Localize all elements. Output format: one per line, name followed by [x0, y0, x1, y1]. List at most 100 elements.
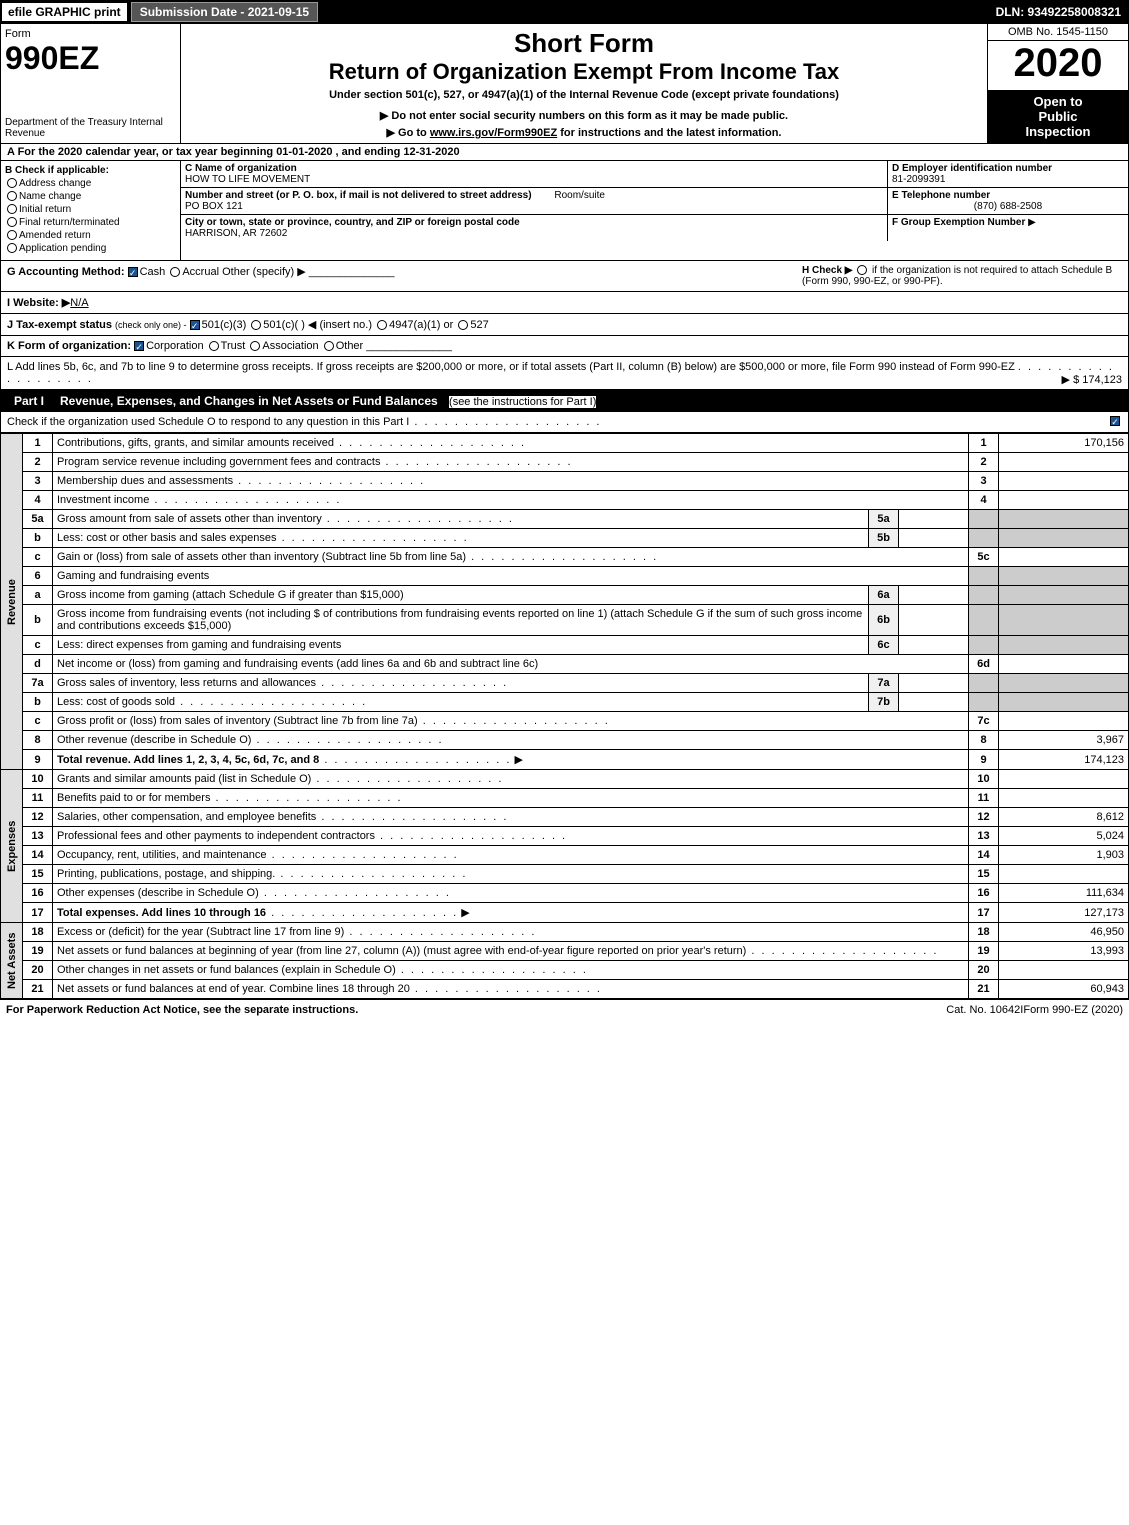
table-row: 6Gaming and fundraising events [1, 567, 1129, 586]
footer-catno: Cat. No. 10642I [946, 1004, 1023, 1016]
cb-other-org[interactable] [324, 341, 334, 351]
expenses-side-label: Expenses [1, 770, 23, 923]
table-row: 13Professional fees and other payments t… [1, 827, 1129, 846]
table-row: 8Other revenue (describe in Schedule O)8… [1, 731, 1129, 750]
form-label: Form [5, 28, 31, 40]
table-row: 3Membership dues and assessments3 [1, 472, 1129, 491]
omb-number: OMB No. 1545-1150 [988, 24, 1128, 41]
gross-receipts-amount: ▶ $ 174,123 [1062, 373, 1122, 386]
website-value: N/A [70, 297, 88, 309]
part-i-check-row: Check if the organization used Schedule … [0, 412, 1129, 433]
return-title: Return of Organization Exempt From Incom… [185, 59, 983, 85]
org-name: HOW TO LIFE MOVEMENT [185, 174, 883, 185]
irs-link[interactable]: www.irs.gov/Form990EZ [430, 127, 557, 139]
cb-address-change[interactable] [7, 178, 17, 188]
page-footer: For Paperwork Reduction Act Notice, see … [0, 999, 1129, 1020]
part-i-num: Part I [6, 394, 52, 408]
form-number-box: Form 990EZ Department of the Treasury In… [1, 24, 181, 143]
table-row: 17Total expenses. Add lines 10 through 1… [1, 903, 1129, 923]
row-gh: G Accounting Method: Cash Accrual Other … [0, 261, 1129, 292]
address-value: PO BOX 121 [185, 201, 883, 212]
cb-4947[interactable] [377, 320, 387, 330]
open-public-inspection: Open to Public Inspection [988, 90, 1128, 143]
telephone-cell: E Telephone number (870) 688-2508 [888, 188, 1128, 214]
col-b-checkboxes: B Check if applicable: Address change Na… [1, 161, 181, 260]
group-arrow: ▶ [1028, 217, 1036, 228]
line16-value: 111,634 [999, 884, 1129, 903]
line9-total-revenue: 174,123 [999, 750, 1129, 770]
efile-print-label[interactable]: efile GRAPHIC print [2, 3, 127, 21]
table-row: 2Program service revenue including gover… [1, 453, 1129, 472]
table-row: Expenses 10Grants and similar amounts pa… [1, 770, 1129, 789]
d-ein-label: D Employer identification number [892, 163, 1124, 174]
address-cell: Number and street (or P. O. box, if mail… [181, 188, 888, 214]
footer-form: Form 990-EZ (2020) [1023, 1004, 1123, 1016]
ein-cell: D Employer identification number 81-2099… [888, 161, 1128, 187]
city-value: HARRISON, AR 72602 [185, 228, 883, 239]
table-row: aGross income from gaming (attach Schedu… [1, 586, 1129, 605]
table-row: cGain or (loss) from sale of assets othe… [1, 548, 1129, 567]
footer-notice: For Paperwork Reduction Act Notice, see … [6, 1004, 946, 1016]
tax-year: 2020 [988, 41, 1128, 90]
line21-value: 60,943 [999, 980, 1129, 999]
short-form-title: Short Form [185, 28, 983, 59]
table-row: Net Assets 18Excess or (deficit) for the… [1, 923, 1129, 942]
table-row: 5aGross amount from sale of assets other… [1, 510, 1129, 529]
line14-value: 1,903 [999, 846, 1129, 865]
cb-527[interactable] [458, 320, 468, 330]
row-i-website: I Website: ▶N/A [0, 292, 1129, 314]
table-row: Revenue 1Contributions, gifts, grants, a… [1, 434, 1129, 453]
table-row: 19Net assets or fund balances at beginni… [1, 942, 1129, 961]
table-row: bLess: cost or other basis and sales exp… [1, 529, 1129, 548]
line13-value: 5,024 [999, 827, 1129, 846]
cb-501c[interactable] [251, 320, 261, 330]
org-name-cell: C Name of organization HOW TO LIFE MOVEM… [181, 161, 888, 187]
line8-value: 3,967 [999, 731, 1129, 750]
form-header: Form 990EZ Department of the Treasury In… [0, 24, 1129, 144]
table-row: 9Total revenue. Add lines 1, 2, 3, 4, 5c… [1, 750, 1129, 770]
cb-501c3[interactable] [190, 320, 200, 330]
c-name-label: C Name of organization [185, 163, 883, 174]
line12-value: 8,612 [999, 808, 1129, 827]
row-g-accounting: G Accounting Method: Cash Accrual Other … [7, 265, 802, 287]
cb-final-return[interactable] [7, 217, 17, 227]
city-label: City or town, state or province, country… [185, 217, 883, 228]
row-j-tax-exempt: J Tax-exempt status (check only one) - 5… [0, 314, 1129, 336]
line17-total-expenses: 127,173 [999, 903, 1129, 923]
table-row: 7aGross sales of inventory, less returns… [1, 674, 1129, 693]
cb-cash[interactable] [128, 267, 138, 277]
cb-schedule-o[interactable] [1110, 416, 1120, 426]
table-row: 20Other changes in net assets or fund ba… [1, 961, 1129, 980]
cb-initial-return[interactable] [7, 204, 17, 214]
tel-value: (870) 688-2508 [892, 201, 1124, 212]
cb-accrual[interactable] [170, 267, 180, 277]
cb-amended-return[interactable] [7, 230, 17, 240]
goto-instructions: ▶ Go to www.irs.gov/Form990EZ for instru… [185, 126, 983, 139]
f-group-label: F Group Exemption Number [892, 217, 1025, 228]
cb-association[interactable] [250, 341, 260, 351]
b-title: B Check if applicable: [5, 165, 176, 176]
top-bar: efile GRAPHIC print Submission Date - 20… [0, 0, 1129, 24]
row-h-schedule-b: H Check ▶ if the organization is not req… [802, 265, 1122, 287]
table-row: 12Salaries, other compensation, and empl… [1, 808, 1129, 827]
table-row: cGross profit or (loss) from sales of in… [1, 712, 1129, 731]
line1-value: 170,156 [999, 434, 1129, 453]
part-i-table: Revenue 1Contributions, gifts, grants, a… [0, 433, 1129, 999]
row-a-tax-year: A For the 2020 calendar year, or tax yea… [0, 144, 1129, 161]
netassets-side-label: Net Assets [1, 923, 23, 999]
part-i-header: Part I Revenue, Expenses, and Changes in… [0, 390, 1129, 412]
line19-value: 13,993 [999, 942, 1129, 961]
section-bcdef: B Check if applicable: Address change Na… [0, 161, 1129, 261]
revenue-side-label: Revenue [1, 434, 23, 770]
cb-application-pending[interactable] [7, 243, 17, 253]
cb-schedule-b[interactable] [857, 265, 867, 275]
table-row: 15Printing, publications, postage, and s… [1, 865, 1129, 884]
cb-name-change[interactable] [7, 191, 17, 201]
table-row: 4Investment income4 [1, 491, 1129, 510]
cb-corporation[interactable] [134, 341, 144, 351]
ein-value: 81-2099391 [892, 174, 1124, 185]
cb-trust[interactable] [209, 341, 219, 351]
col-cd: C Name of organization HOW TO LIFE MOVEM… [181, 161, 1128, 260]
table-row: 11Benefits paid to or for members11 [1, 789, 1129, 808]
city-cell: City or town, state or province, country… [181, 215, 888, 241]
